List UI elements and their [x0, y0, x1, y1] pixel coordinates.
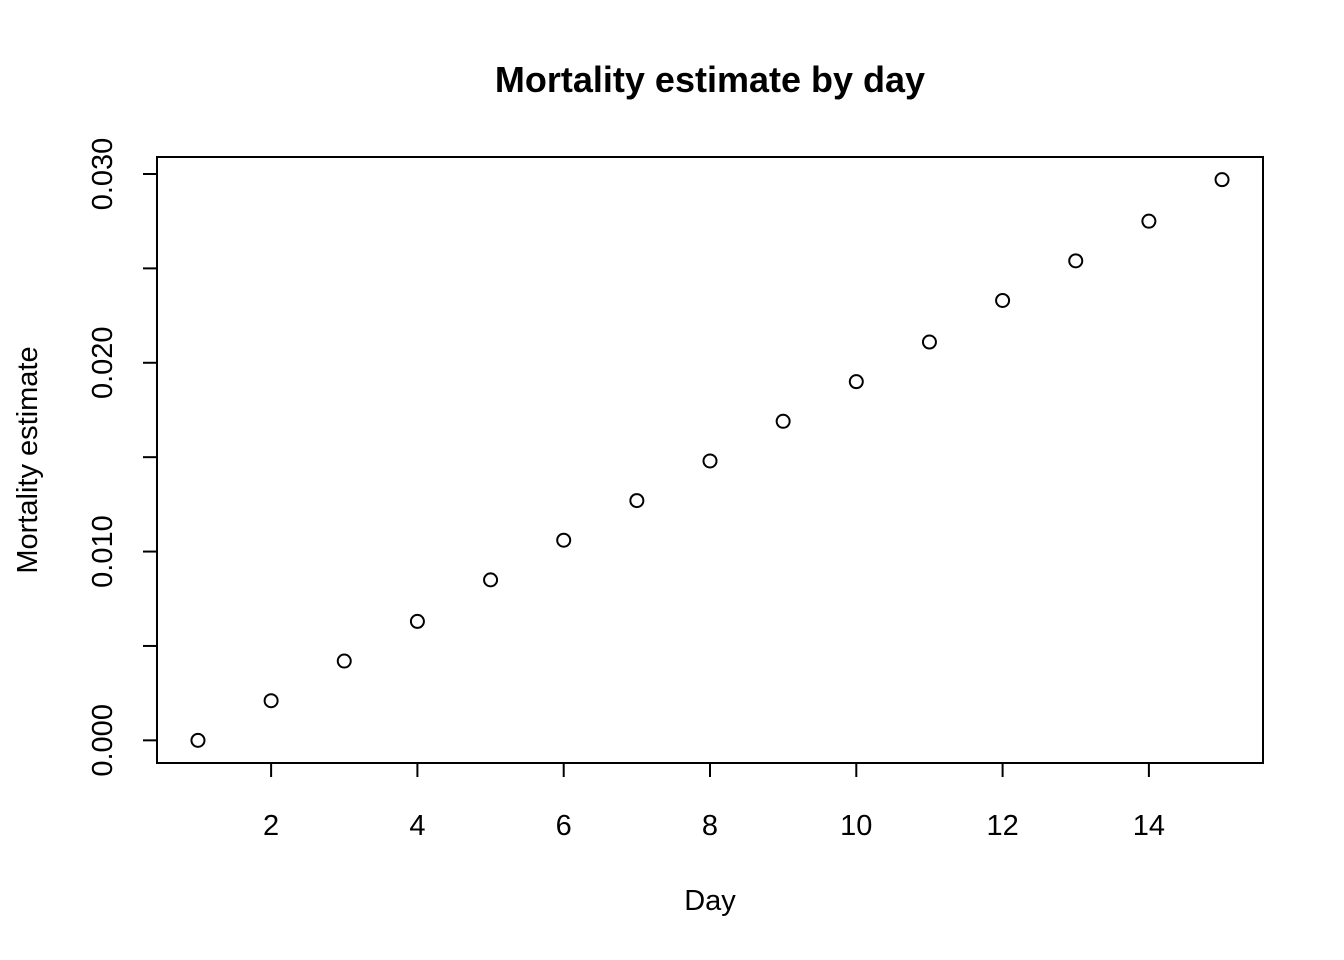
x-tick-label: 10	[840, 810, 872, 842]
x-axis-label: Day	[684, 885, 736, 917]
data-point	[775, 413, 791, 429]
data-point	[702, 453, 718, 469]
chart-title: Mortality estimate by day	[495, 59, 925, 100]
y-axis-label: Mortality estimate	[12, 346, 44, 573]
data-point	[483, 572, 499, 588]
data-point	[1068, 253, 1084, 269]
y-tick-label: 0.010	[87, 515, 119, 588]
x-tick-label: 6	[556, 810, 572, 842]
data-point	[190, 732, 206, 748]
y-axis: 0.000 0.010 0.020 0.030	[87, 138, 157, 777]
data-point	[995, 292, 1011, 308]
x-tick-label: 8	[702, 810, 718, 842]
data-point	[1141, 213, 1157, 229]
x-tick-label: 2	[263, 810, 279, 842]
data-point	[556, 532, 572, 548]
data-point	[1214, 172, 1230, 188]
data-point	[848, 374, 864, 390]
plot-frame	[156, 156, 1264, 764]
data-point	[409, 613, 425, 629]
data-point	[263, 693, 279, 709]
data-point	[629, 493, 645, 509]
y-tick-label: 0.030	[87, 138, 119, 211]
x-tick-label: 4	[409, 810, 425, 842]
data-point	[921, 334, 937, 350]
y-tick-label: 0.000	[87, 704, 119, 777]
data-point	[336, 653, 352, 669]
x-tick-label: 14	[1133, 810, 1165, 842]
data-points	[190, 172, 1230, 748]
x-tick-label: 12	[986, 810, 1018, 842]
x-axis: 2 4 6 8 10 12 14	[263, 763, 1165, 842]
y-tick-label: 0.020	[87, 326, 119, 399]
